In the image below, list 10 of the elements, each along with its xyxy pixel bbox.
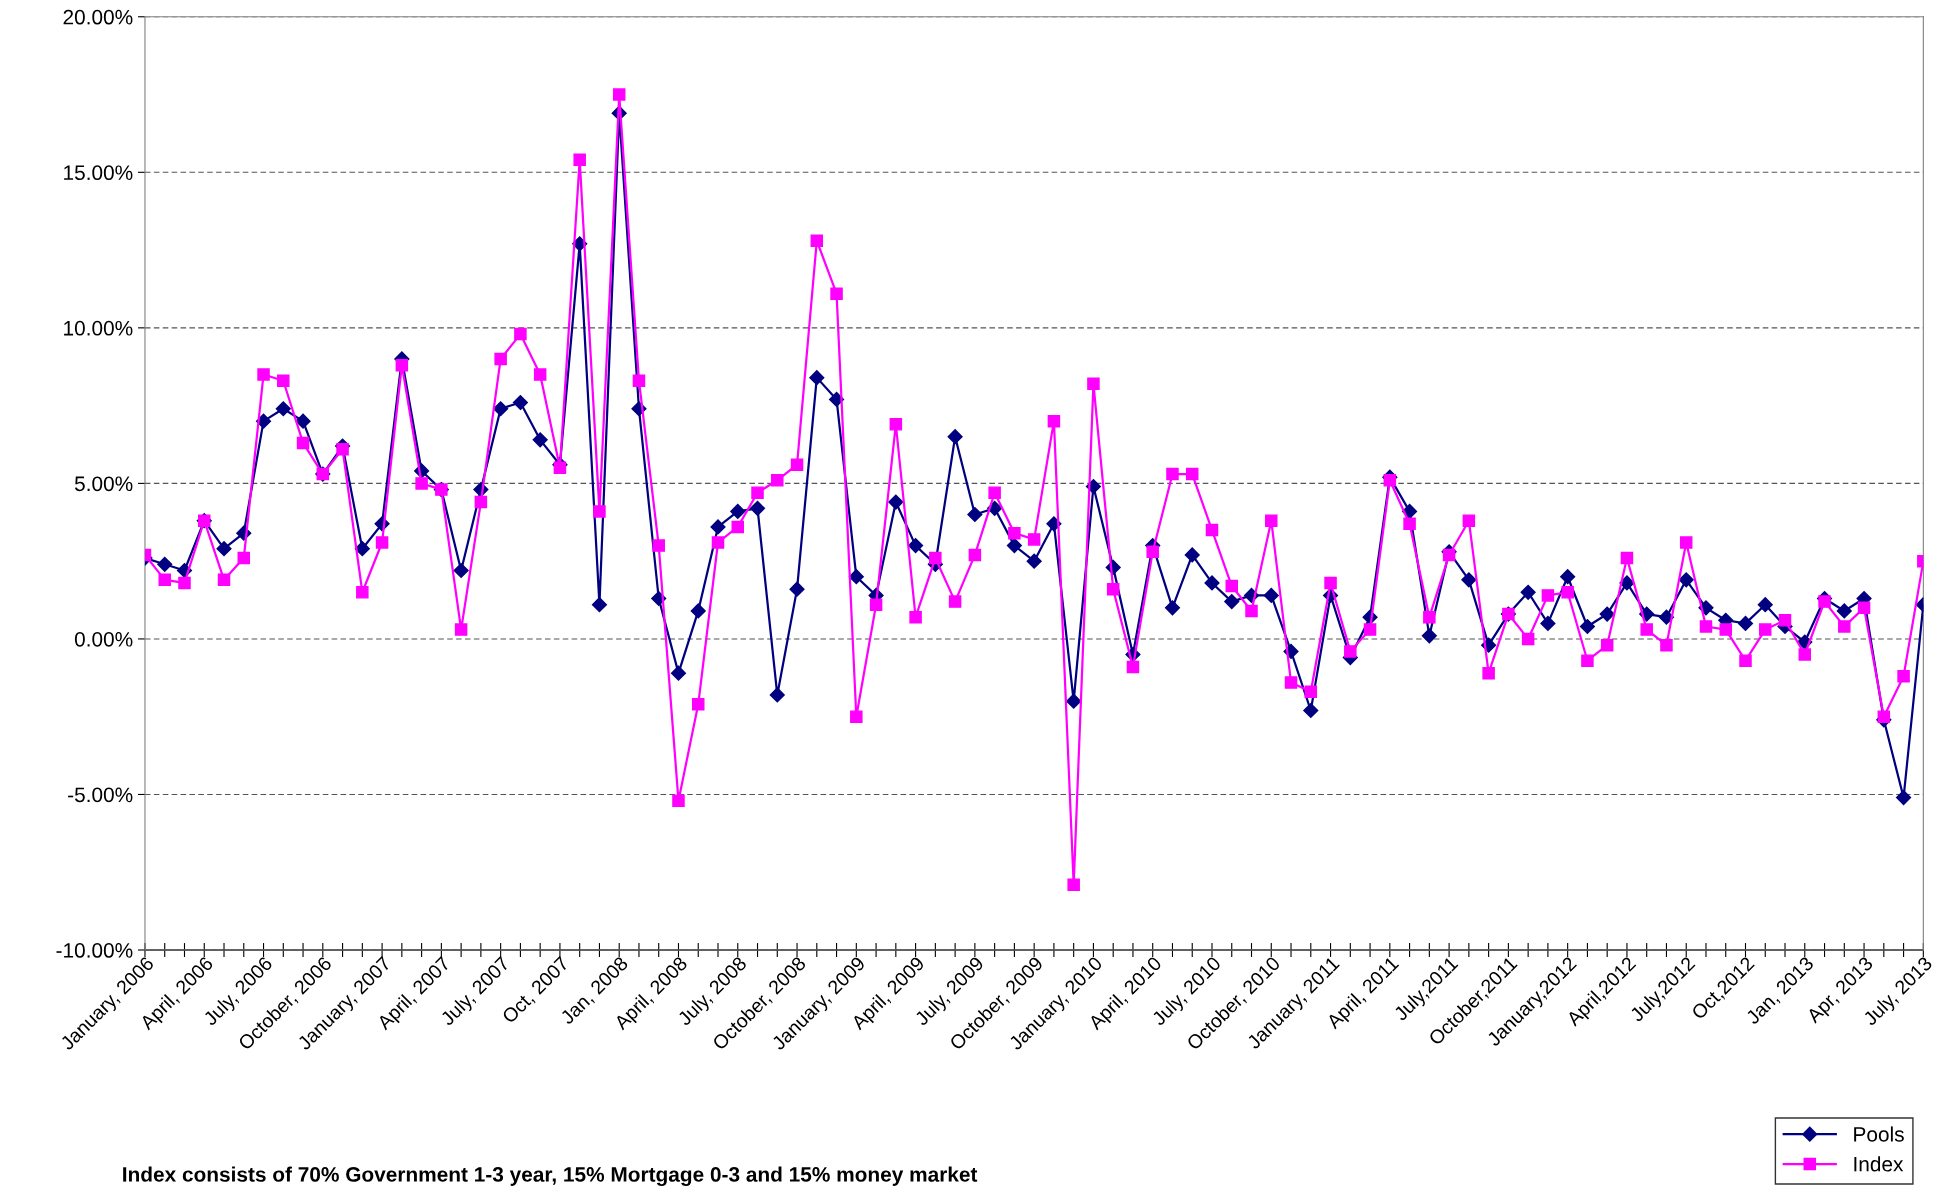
y-tick-label: 15.00% xyxy=(64,165,133,181)
y-tick-label: 0.00% xyxy=(74,631,133,647)
y-tick-label: 20.00% xyxy=(63,9,133,25)
text: Index consists of 70% Government 1-3 year, 15% Mortgage 0-3 and 15% money market xyxy=(123,1166,978,1187)
y-tick-label: -5.00% xyxy=(68,787,133,803)
legend-label: Index xyxy=(1854,1156,1904,1172)
y-tick-label: -10.00% xyxy=(56,943,133,958)
y-tick-label: 10.00% xyxy=(64,320,133,336)
legend-label: Pools xyxy=(1854,1126,1904,1142)
y-tick-label: 5.00% xyxy=(74,476,133,492)
